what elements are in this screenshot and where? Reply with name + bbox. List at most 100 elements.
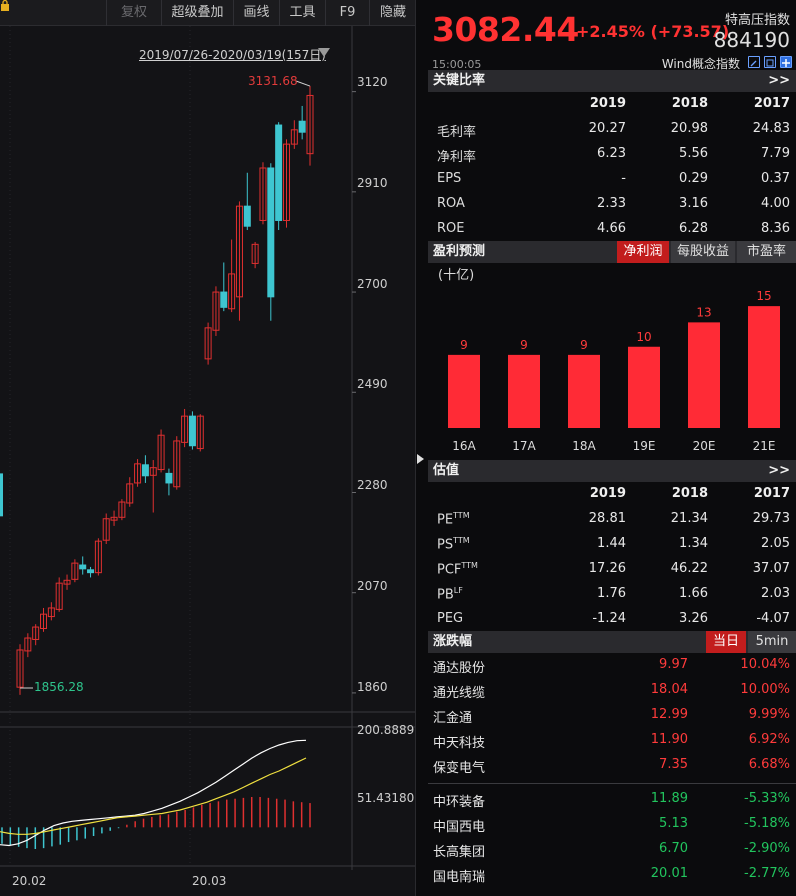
- kline-panel[interactable]: 复权 超级叠加 画线 工具 F9 隐藏 2019/07/26-2020/03/1…: [0, 0, 416, 896]
- stock-name[interactable]: 保变电气: [433, 761, 486, 776]
- bar-category-label: 16A: [452, 439, 476, 453]
- restore-rights-button[interactable]: 复权: [106, 0, 161, 26]
- candle-body: [157, 434, 165, 471]
- stock-name[interactable]: 国电南瑞: [433, 870, 486, 885]
- cell: 29.73: [752, 511, 790, 526]
- stock-name[interactable]: 通达股份: [433, 661, 486, 676]
- tab-net-profit[interactable]: 净利润: [617, 241, 669, 263]
- valuation-more-button[interactable]: >>: [768, 463, 790, 478]
- cell: 20.27: [588, 121, 626, 136]
- stock-price: 11.90: [650, 732, 688, 747]
- stock-price: 7.35: [659, 757, 688, 772]
- cell: 1.66: [679, 586, 708, 601]
- stock-name[interactable]: 通光线缆: [433, 686, 486, 701]
- forecast-bar: [748, 306, 780, 428]
- wind-concept-label[interactable]: Wind概念指数: [661, 57, 740, 71]
- candle-body: [16, 649, 24, 688]
- add-icon[interactable]: [780, 56, 792, 68]
- list-item[interactable]: 中国西电 5.13 -5.18%: [428, 816, 796, 841]
- y-tick-label: 2700: [357, 277, 388, 291]
- table-header-row: 2019 2018 2017: [428, 486, 796, 511]
- stock-name[interactable]: 中国西电: [433, 820, 486, 835]
- candle-body: [282, 143, 290, 221]
- stock-name[interactable]: 中环装备: [433, 795, 486, 810]
- cell: 17.26: [588, 561, 626, 576]
- tools-button[interactable]: 工具: [279, 0, 325, 26]
- draw-line-button[interactable]: 画线: [233, 0, 279, 26]
- list-item[interactable]: 中环装备 11.89 -5.33%: [428, 791, 796, 816]
- key-ratios-more-button[interactable]: >>: [768, 73, 790, 88]
- list-item[interactable]: 国电南瑞 20.01 -2.77%: [428, 866, 796, 891]
- tab-5min[interactable]: 5min: [748, 631, 796, 653]
- list-item[interactable]: 通光线缆 18.04 10.00%: [428, 682, 796, 707]
- cell: 6.23: [597, 146, 626, 161]
- f9-button[interactable]: F9: [325, 0, 369, 26]
- stock-price: 11.89: [650, 791, 688, 806]
- cell: 4.00: [761, 196, 790, 211]
- stock-pct: -5.33%: [744, 791, 790, 806]
- list-item[interactable]: 通达股份 9.97 10.04%: [428, 657, 796, 682]
- high-price-label: 3131.68: [248, 74, 298, 88]
- edit-icon[interactable]: [748, 56, 760, 68]
- y-tick-label: 3120: [357, 75, 388, 89]
- table-row: PCFTTM 17.26 46.22 37.07: [428, 561, 796, 586]
- forecast-bar-chart: 9 16A 9 17A 9 18A 10 19E 13 20E 15 21E: [448, 289, 780, 453]
- cell: 21.34: [670, 511, 708, 526]
- row-label: PETTM: [437, 511, 470, 528]
- stock-name[interactable]: 长高集团: [433, 845, 486, 860]
- info-panel: 3082.44 +2.45% (+73.57) 特高压指数 884190 15:…: [428, 0, 796, 896]
- candle-body: [141, 464, 149, 477]
- hide-button[interactable]: 隐藏: [369, 0, 415, 26]
- bar-value-label: 13: [696, 305, 711, 319]
- list-item[interactable]: 保变电气 7.35 6.68%: [428, 757, 796, 782]
- date-range-label[interactable]: 2019/07/26-2020/03/19(157日): [139, 48, 326, 62]
- list-item[interactable]: 长高集团 6.70 -2.90%: [428, 841, 796, 866]
- year-header: 2018: [671, 96, 708, 111]
- macd-tick-label: 200.88890: [357, 723, 416, 737]
- forecast-title: 盈利预测: [433, 244, 486, 259]
- bar-category-label: 19E: [633, 439, 656, 453]
- stock-name[interactable]: 汇金通: [433, 711, 473, 726]
- cell: -4.07: [756, 611, 790, 626]
- table-row: 净利率 6.23 5.56 7.79: [428, 146, 796, 171]
- forecast-bar: [508, 354, 540, 428]
- row-label: EPS: [437, 171, 462, 186]
- tab-pe[interactable]: 市盈率: [737, 241, 796, 263]
- stock-price: 6.70: [659, 841, 688, 856]
- year-header: 2018: [671, 486, 708, 501]
- table-header-row: 2019 2018 2017: [428, 96, 796, 121]
- list-item[interactable]: 中天科技 11.90 6.92%: [428, 732, 796, 757]
- candle-body: [235, 205, 243, 298]
- candle-body: [32, 626, 40, 640]
- year-header: 2017: [753, 96, 790, 111]
- candle-body: [55, 582, 63, 610]
- price-change: +2.45% (+73.57): [576, 22, 730, 41]
- candle-body: [94, 540, 102, 574]
- range-dropdown-icon[interactable]: [318, 48, 330, 57]
- tab-eps[interactable]: 每股收益: [671, 241, 735, 263]
- table-row: PSTTM 1.44 1.34 2.05: [428, 536, 796, 561]
- kline-chart[interactable]: [0, 0, 416, 896]
- macd-tick-label: 51.43180: [357, 791, 415, 805]
- lock-icon[interactable]: [0, 0, 10, 11]
- year-header: 2019: [589, 96, 626, 111]
- candle-body: [0, 473, 3, 517]
- table-row: 毛利率 20.27 20.98 24.83: [428, 121, 796, 146]
- list-item[interactable]: 汇金通 12.99 9.99%: [428, 707, 796, 732]
- table-row: ROA 2.33 3.16 4.00: [428, 196, 796, 221]
- key-ratios-header: 关键比率 >>: [428, 70, 796, 92]
- bar-value-label: 9: [520, 338, 528, 352]
- cell: 37.07: [752, 561, 790, 576]
- cell: -: [621, 171, 626, 186]
- row-label: PSTTM: [437, 536, 470, 553]
- collapse-panel-icon[interactable]: [417, 454, 424, 464]
- candle-body: [47, 607, 55, 618]
- index-name: 特高压指数: [724, 13, 790, 28]
- super-overlay-button[interactable]: 超级叠加: [161, 0, 233, 26]
- stock-pct: 10.04%: [740, 657, 790, 672]
- year-header: 2019: [589, 486, 626, 501]
- cell: 0.37: [761, 171, 790, 186]
- stock-name[interactable]: 中天科技: [433, 736, 486, 751]
- tab-today[interactable]: 当日: [706, 631, 746, 653]
- copy-icon[interactable]: [764, 56, 776, 68]
